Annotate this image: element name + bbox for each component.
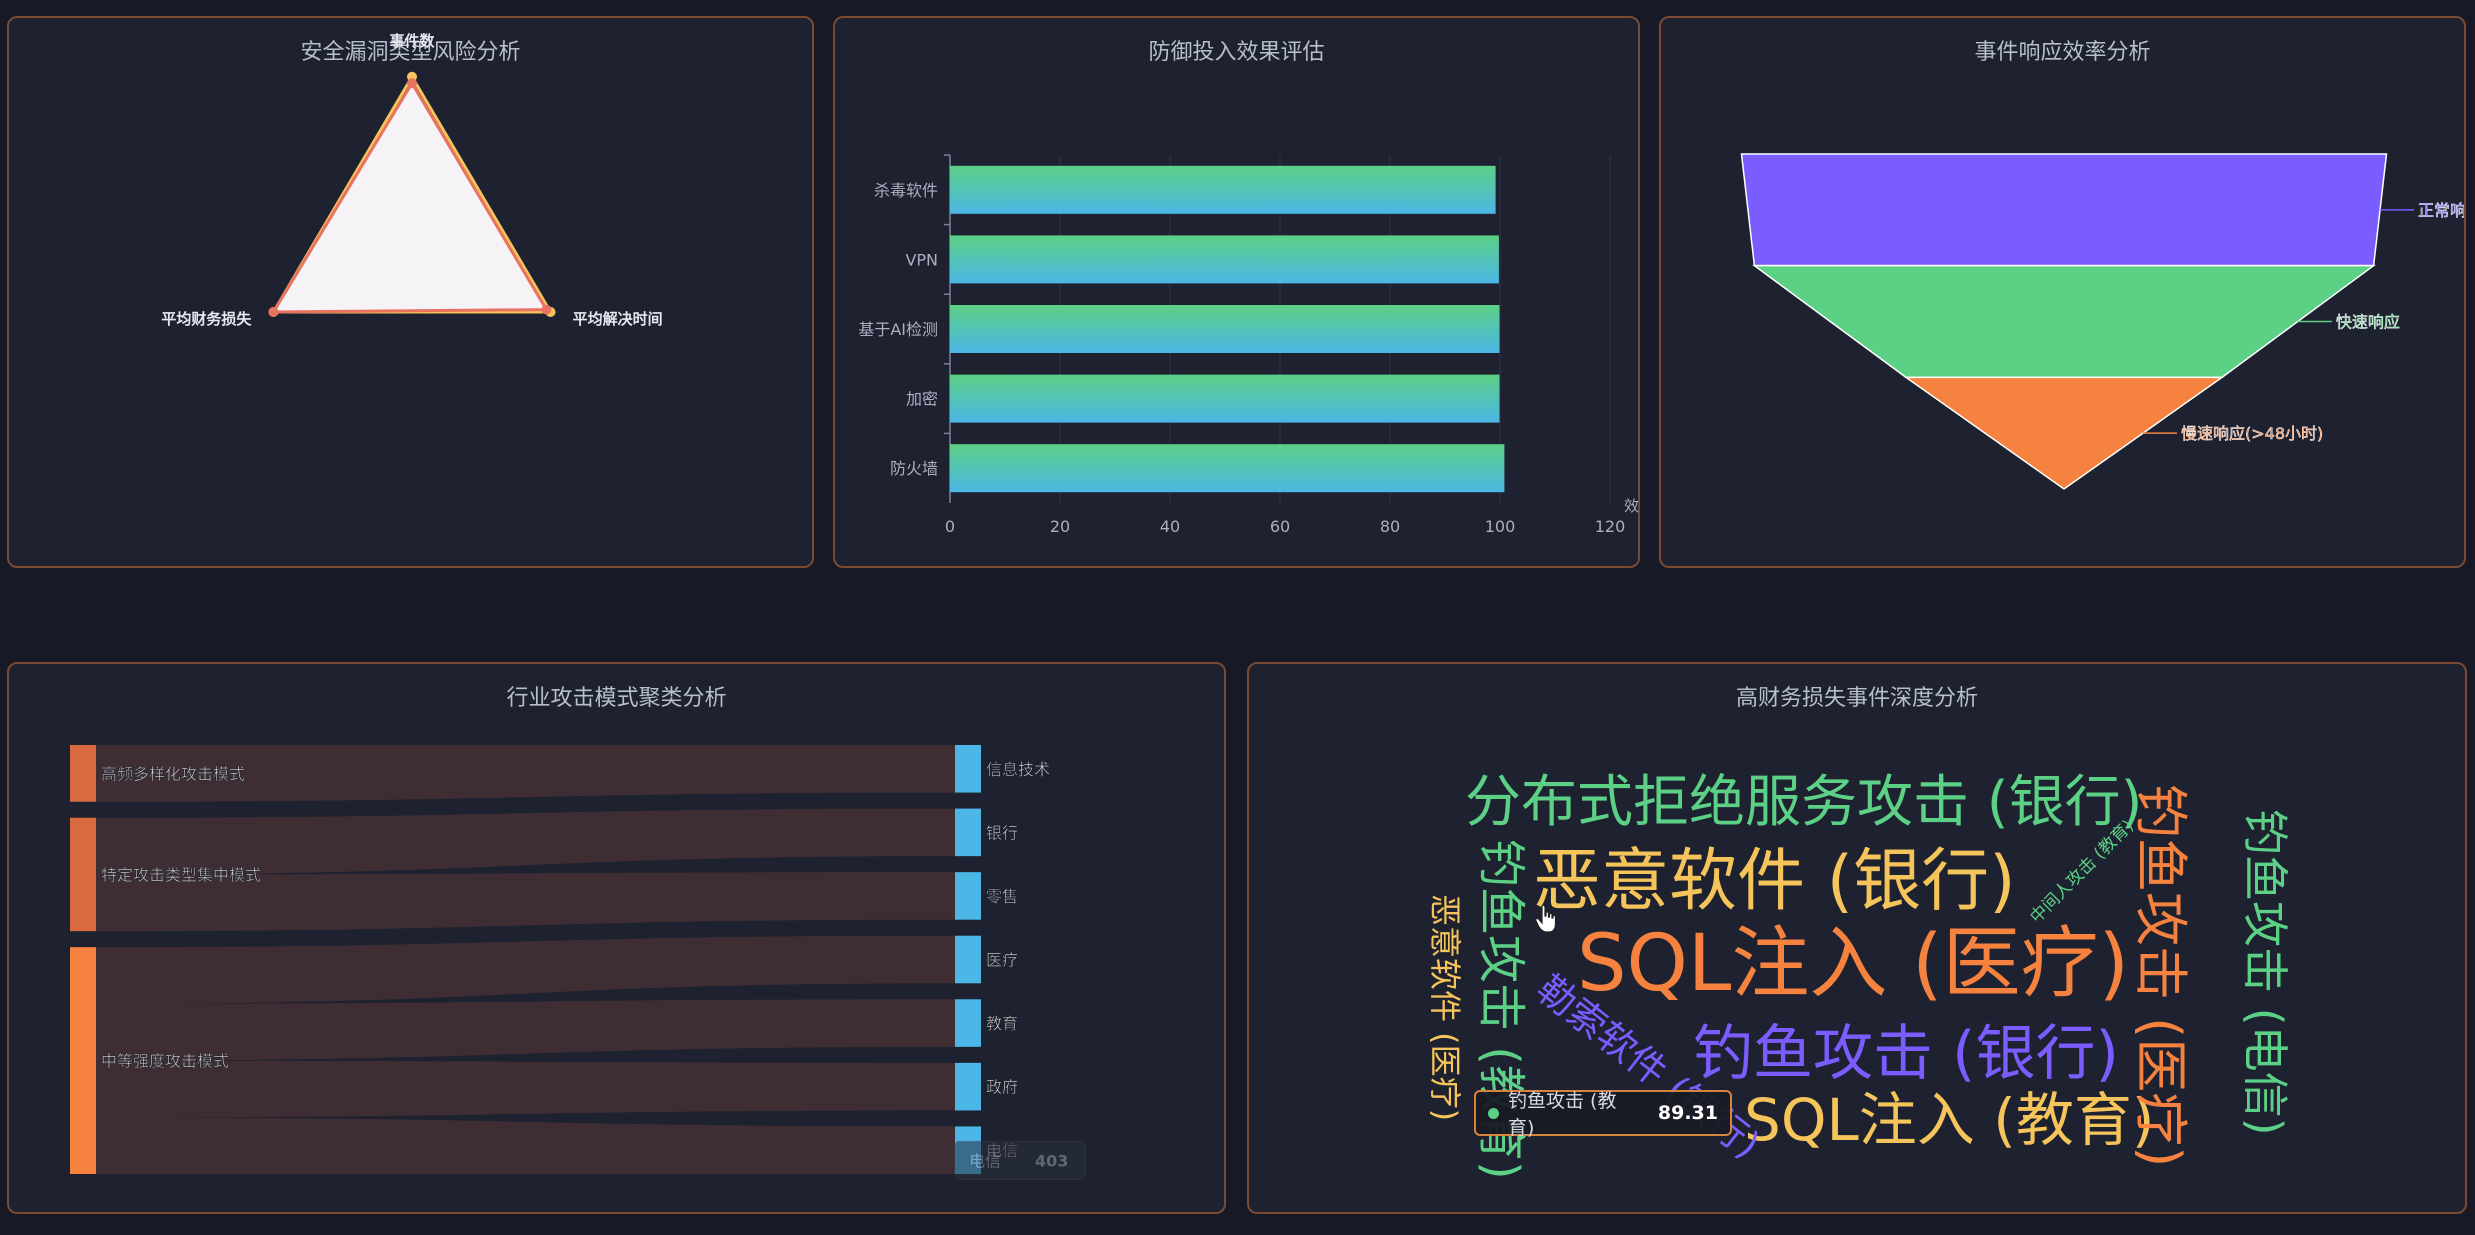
bar-x-tick-label: 120 (1595, 517, 1626, 536)
sankey-target-node (955, 872, 981, 920)
sankey-source-node (70, 745, 96, 802)
funnel-stage-label: 正常响应 (2418, 201, 2466, 220)
sankey-target-node (955, 1062, 981, 1111)
bar-x-axis-label: 效 (1624, 497, 1639, 515)
sankey-title: 行业攻击模式聚类分析 (506, 686, 727, 711)
sankey-link (96, 808, 955, 875)
sankey-hover-value: 403 (1035, 1151, 1068, 1170)
funnel-chart: 正常响应快速响应慢速响应(>48小时) (1740, 153, 2466, 490)
radar-point (541, 304, 552, 315)
sankey-target-label: 政府 (986, 1078, 1018, 1097)
sankey-link (96, 1117, 955, 1174)
funnel-panel: 事件响应效率分析 正常响应快速响应慢速响应(>48小时) (1659, 16, 2466, 568)
sankey-target-label: 信息技术 (986, 760, 1050, 779)
sankey-link (96, 872, 955, 932)
funnel-stage (1903, 376, 2225, 490)
sankey-target-label: 银行 (986, 823, 1018, 842)
sankey-hover-box (954, 1140, 1086, 1180)
wordcloud-chart: 分布式拒绝服务攻击 (银行) 恶意软件 (银行)SQL注入 (医疗) 钓鱼攻击 (银… (1426, 770, 2292, 1180)
radar-panel: 安全漏洞类型风险分析 事件数平均解决时间 平均财务损失 (7, 16, 814, 568)
wordcloud-word: 钓鱼攻击 (银行) (1693, 1019, 2119, 1089)
bar-rect (950, 374, 1500, 423)
sankey-target-node (955, 808, 981, 857)
sankey-link (96, 1060, 955, 1118)
sankey-target-node (955, 999, 981, 1047)
bar-x-tick-label: 60 (1270, 517, 1290, 536)
wordcloud-panel: 高财务损失事件深度分析 分布式拒绝服务攻击 (银行) 恶意软件 (银行) SQL注入… (1247, 662, 2467, 1214)
radar-indicator-label: 平均解决时间 (573, 310, 663, 328)
bar-rect (950, 235, 1499, 284)
sankey-link (96, 999, 955, 1061)
funnel-stage (1740, 153, 2388, 267)
funnel-stage (1752, 264, 2376, 379)
sankey-link (96, 935, 955, 1004)
wordcloud-word: 钓鱼攻击 (电信) (2238, 809, 2292, 1136)
wordcloud-word: 钓鱼攻击 (医疗) (2129, 784, 2192, 1167)
wordcloud-title: 高财务损失事件深度分析 (1735, 686, 1978, 711)
sankey-target-node (955, 745, 981, 793)
bar-category-label: 杀毒软件 (874, 181, 938, 200)
funnel-title: 事件响应效率分析 (1974, 40, 2151, 65)
sankey-target-label: 教育 (986, 1014, 1018, 1033)
sankey-source-node (70, 947, 96, 1174)
mouse-pointer-icon (1535, 904, 1557, 933)
sankey-source-label: 中等强度攻击模式 (101, 1052, 229, 1071)
wordcloud-word: SQL注入 (医疗) (1577, 919, 2129, 1009)
bar-x-tick-label: 80 (1380, 517, 1400, 536)
sankey-source-node (70, 817, 96, 932)
tooltip-name: 钓鱼攻击 (教育) (1508, 1090, 1617, 1139)
sankey-link (96, 745, 955, 802)
sankey-target-node (955, 935, 981, 984)
funnel-stage-label: 快速响应 (2336, 313, 2400, 332)
bar-x-tick-label: 0 (945, 517, 955, 536)
bar-x-tick-label: 40 (1160, 517, 1180, 536)
sankey-hover-name: 电信 (969, 1151, 1001, 1170)
sankey-panel: 行业攻击模式聚类分析 高频多样化攻击模式 特定攻击类型集中模式 中等强度攻击模式 信息… (7, 662, 1226, 1214)
radar-point (407, 78, 417, 89)
bar-category-label: 基于AI检测 (858, 320, 938, 339)
bar-rect (950, 165, 1496, 214)
radar-title: 安全漏洞类型风险分析 (300, 40, 521, 65)
radar-point (268, 307, 279, 317)
bar-panel: 防御投入效果评估 0 20 40 60 80 100 120 效 杀毒软件 VPN 基于AI检测加密… (833, 16, 1640, 568)
bar-rect (950, 444, 1505, 493)
sankey-target-label: 医疗 (986, 951, 1018, 970)
bar-x-tick-label: 100 (1485, 517, 1516, 536)
wordcloud-word: 恶意软件 (医疗) (1426, 894, 1464, 1121)
bar-rect (950, 305, 1500, 353)
sankey-target-label: 零售 (986, 887, 1018, 906)
radar-series-area (271, 81, 548, 314)
wordcloud-tooltip: 钓鱼攻击 (教育) 89.31 (1474, 1090, 1732, 1139)
tooltip-value: 89.31 (1657, 1102, 1718, 1124)
wordcloud-word: SQL注入 (教育) (1744, 1086, 2154, 1154)
bar-title: 防御投入效果评估 (1148, 40, 1325, 65)
sankey-source-label: 特定攻击类型集中模式 (101, 865, 261, 884)
radar-indicator-label: 平均财务损失 (161, 310, 252, 328)
bar-x-tick-label: 20 (1050, 517, 1070, 536)
bar-category-label: 防火墙 (890, 459, 938, 478)
wordcloud-word: 恶意软件 (银行) (1533, 842, 2016, 921)
sankey-hover-label: 电信 403 (954, 1140, 1086, 1180)
tooltip-series-dot (1488, 1107, 1499, 1119)
wordcloud-word: 分布式拒绝服务攻击 (银行) (1465, 770, 2143, 835)
bar-category-label: 加密 (906, 390, 938, 409)
radar-indicator-label: 事件数 (389, 32, 435, 50)
bar-category-label: VPN (905, 250, 938, 269)
sankey-source-label: 高频多样化攻击模式 (101, 764, 245, 783)
funnel-stage-label: 慢速响应(>48小时) (2181, 424, 2323, 443)
